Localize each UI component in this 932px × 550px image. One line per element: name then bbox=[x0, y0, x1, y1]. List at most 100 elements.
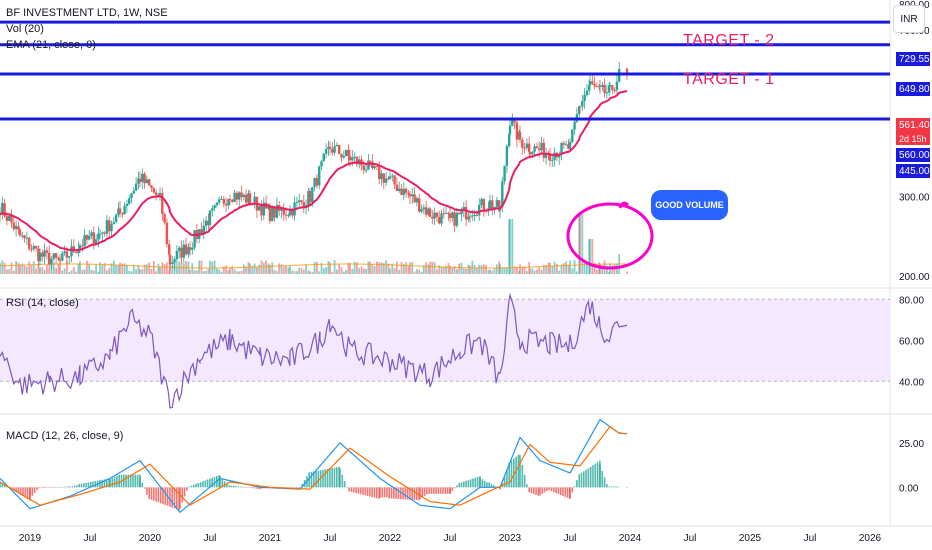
macd-histogram-bar bbox=[386, 487, 388, 498]
candle-body bbox=[373, 165, 376, 169]
candle-body bbox=[150, 185, 153, 188]
x-axis-tick-label: Jul bbox=[84, 533, 97, 544]
volume-bar bbox=[240, 270, 243, 274]
macd-pane-title[interactable]: MACD (12, 26, close, 9) bbox=[6, 430, 124, 442]
macd-histogram-bar bbox=[118, 474, 120, 488]
candle-body bbox=[65, 251, 69, 258]
macd-histogram-bar bbox=[456, 485, 458, 488]
candle-body bbox=[611, 84, 614, 91]
candle-body bbox=[513, 120, 516, 123]
volume-bar bbox=[565, 261, 567, 274]
candle-body bbox=[578, 106, 582, 108]
volume-bar bbox=[405, 262, 407, 274]
macd-histogram-bar bbox=[378, 487, 380, 499]
candle-body bbox=[464, 207, 468, 220]
candle-body bbox=[453, 212, 456, 226]
volume-bar bbox=[48, 269, 51, 274]
legend-ema[interactable]: EMA (21, close, 0) bbox=[6, 39, 96, 51]
volume-bar bbox=[579, 214, 581, 274]
legend-volume[interactable]: Vol (20) bbox=[6, 23, 44, 35]
volume-bar bbox=[265, 260, 267, 274]
macd-histogram-bar bbox=[106, 478, 108, 488]
volume-bar bbox=[511, 219, 514, 274]
macd-histogram-bar bbox=[178, 487, 180, 511]
volume-bar bbox=[523, 266, 526, 274]
candle-body bbox=[8, 215, 11, 221]
candle-body bbox=[501, 181, 504, 208]
volume-bar bbox=[293, 271, 296, 274]
volume-bar bbox=[59, 261, 61, 274]
volume-bar bbox=[576, 271, 578, 274]
macd-histogram-bar bbox=[329, 468, 331, 488]
volume-bar bbox=[456, 269, 458, 274]
macd-histogram-bar bbox=[228, 485, 230, 488]
volume-bar bbox=[473, 265, 476, 274]
volume-bar bbox=[35, 268, 37, 274]
candle-body bbox=[92, 232, 95, 245]
candle-body bbox=[268, 205, 272, 222]
candle-body bbox=[180, 247, 183, 258]
candle-body bbox=[45, 250, 49, 253]
candle-body bbox=[244, 194, 248, 203]
candle-body bbox=[342, 156, 345, 158]
macd-histogram-bar bbox=[143, 487, 146, 489]
macd-histogram-bar bbox=[346, 487, 348, 488]
candle-body bbox=[451, 212, 454, 218]
candle-body bbox=[455, 212, 459, 226]
macd-histogram-bar bbox=[404, 487, 407, 500]
volume-bar bbox=[562, 263, 565, 274]
macd-histogram-bar bbox=[517, 454, 520, 488]
candle-body bbox=[438, 217, 441, 224]
candle-body bbox=[58, 258, 62, 261]
volume-bar bbox=[422, 265, 425, 274]
ema-line bbox=[0, 90, 628, 252]
volume-bar bbox=[601, 265, 604, 274]
candle-body bbox=[298, 200, 301, 203]
macd-histogram-bar bbox=[411, 487, 413, 500]
macd-histogram-bar bbox=[594, 463, 597, 488]
macd-histogram-bar bbox=[71, 486, 74, 488]
volume-bar bbox=[513, 266, 516, 274]
candle-body bbox=[262, 202, 265, 216]
volume-bar bbox=[37, 263, 40, 274]
candle-body bbox=[222, 198, 225, 204]
rsi-line bbox=[0, 292, 628, 409]
good-volume-callout: GOOD VOLUME bbox=[651, 190, 728, 220]
volume-bar bbox=[227, 270, 230, 274]
volume-bar bbox=[440, 266, 443, 274]
macd-histogram-bar bbox=[3, 485, 6, 488]
macd-histogram-bar bbox=[164, 487, 167, 506]
macd-histogram-bar bbox=[510, 460, 513, 488]
macd-histogram-bar bbox=[68, 486, 70, 488]
macd-histogram-bar bbox=[499, 487, 501, 490]
macd-histogram-bar bbox=[59, 487, 61, 488]
volume-bar bbox=[198, 260, 201, 274]
candle-body bbox=[328, 146, 332, 149]
volume-bar bbox=[567, 265, 570, 274]
candle-body bbox=[355, 156, 359, 165]
volume-bar bbox=[503, 267, 506, 274]
volume-bar bbox=[196, 270, 198, 274]
candle-body bbox=[98, 233, 102, 235]
candle-body bbox=[300, 200, 303, 203]
candle-body bbox=[491, 200, 494, 209]
candle-body bbox=[83, 235, 86, 247]
macd-histogram-bar bbox=[1, 483, 4, 488]
macd-histogram-bar bbox=[116, 476, 118, 488]
macd-histogram-bar bbox=[610, 486, 613, 488]
volume-bar bbox=[23, 265, 26, 274]
candle-body bbox=[347, 149, 350, 157]
rsi-pane-title[interactable]: RSI (14, close) bbox=[6, 297, 79, 309]
candle-body bbox=[10, 215, 13, 223]
volume-bar bbox=[462, 268, 465, 274]
currency-selector[interactable]: INR bbox=[893, 5, 925, 33]
macd-histogram-bar bbox=[36, 487, 38, 491]
macd-histogram-bar bbox=[418, 487, 420, 501]
macd-histogram-bar bbox=[101, 479, 103, 488]
volume-bar bbox=[302, 269, 305, 274]
volume-bar bbox=[573, 260, 576, 274]
macd-histogram-bar bbox=[244, 487, 247, 488]
volume-bar bbox=[39, 266, 41, 274]
candle-body bbox=[424, 207, 428, 215]
